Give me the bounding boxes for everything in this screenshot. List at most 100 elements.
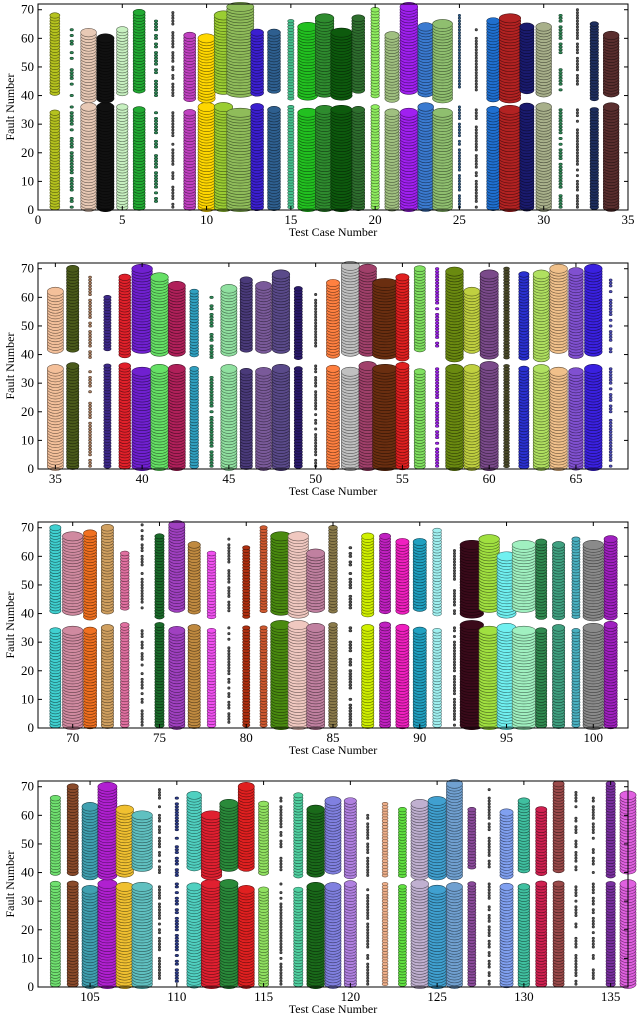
fault-marker [435,298,440,302]
fault-marker [88,390,92,394]
fault-marker [140,543,144,547]
fault-marker [140,592,144,596]
fault-marker [227,543,231,547]
fault-marker [474,39,478,43]
test-case-26-markers [474,28,478,209]
fault-marker [227,560,231,564]
fault-marker [69,122,74,126]
fault-marker [69,56,74,60]
fault-marker [209,321,214,325]
fault-marker [457,199,461,203]
fault-marker [153,45,159,49]
fault-marker [69,182,74,186]
fault-marker [417,22,434,32]
fault-marker [558,76,563,80]
fault-marker [140,597,144,601]
test-case-3-markers [80,27,97,212]
fault-marker [608,453,613,457]
fault-marker [474,74,478,78]
fault-marker [171,191,175,195]
fault-marker [209,421,214,425]
fault-marker [140,577,144,581]
fault-marker [314,301,318,305]
fault-marker [457,28,461,32]
fault-marker [153,79,159,83]
test-case-8-markers [171,11,175,209]
fault-marker [518,365,530,372]
fault-marker [153,177,159,181]
fault-marker [435,367,440,371]
fault-marker [154,622,165,628]
fault-marker [140,700,144,704]
fault-marker [558,168,563,172]
fault-marker [479,361,499,371]
fault-marker [293,286,303,292]
fault-marker [608,310,613,314]
fault-marker [209,424,214,428]
fault-marker [435,393,440,397]
fault-marker [69,114,74,118]
fault-marker [435,436,440,440]
fault-marker [153,116,159,120]
test-case-61-markers [503,266,510,469]
fault-marker [602,102,620,112]
fault-marker [220,283,238,294]
fault-marker [435,433,440,437]
test-case-78-markers [206,550,217,728]
fault-marker [153,179,159,183]
fault-marker [171,188,175,192]
fault-marker [227,646,231,650]
fault-marker [474,51,478,55]
fault-marker [153,36,159,40]
fault-marker [88,330,92,334]
fault-marker [435,447,440,451]
fault-marker [314,367,318,371]
fault-marker [457,134,461,138]
fault-marker [314,444,318,448]
fault-marker [209,335,214,339]
test-case-80-markers [242,545,251,728]
fault-marker [558,82,563,86]
fault-marker [575,51,579,55]
fault-marker [88,275,92,279]
fault-marker [608,447,613,451]
fault-marker [227,577,231,581]
fault-marker [171,142,175,146]
test-case-28-markers [498,13,522,213]
fault-marker [171,33,175,37]
fault-marker [140,640,144,644]
fault-marker [314,427,318,431]
fault-marker [558,174,563,178]
fault-marker [575,68,579,72]
fault-marker [575,185,579,189]
fault-marker [575,194,579,198]
fault-marker [103,363,112,369]
fault-marker [88,321,92,325]
fault-marker [88,278,92,282]
fault-marker [209,318,214,322]
fault-marker [227,546,231,550]
fault-marker [153,51,159,55]
fault-marker [49,524,62,532]
fault-marker [558,162,563,166]
fault-marker [88,378,92,382]
fault-marker [227,669,231,673]
fault-marker [153,185,159,189]
fault-marker [46,286,64,297]
fault-marker [171,76,175,80]
test-case-5-markers [116,26,129,211]
fault-marker [474,131,478,135]
fault-marker [575,134,579,138]
fault-marker [457,51,461,55]
fault-marker [457,142,461,146]
fault-marker [558,48,563,52]
fault-marker [314,407,318,411]
fault-marker [435,384,440,388]
fault-marker [66,362,80,370]
test-case-9-markers [183,31,197,211]
fault-marker [88,335,92,339]
fault-marker [558,45,563,49]
fault-marker [519,102,535,112]
fault-marker [608,418,613,422]
fault-marker [435,281,440,285]
